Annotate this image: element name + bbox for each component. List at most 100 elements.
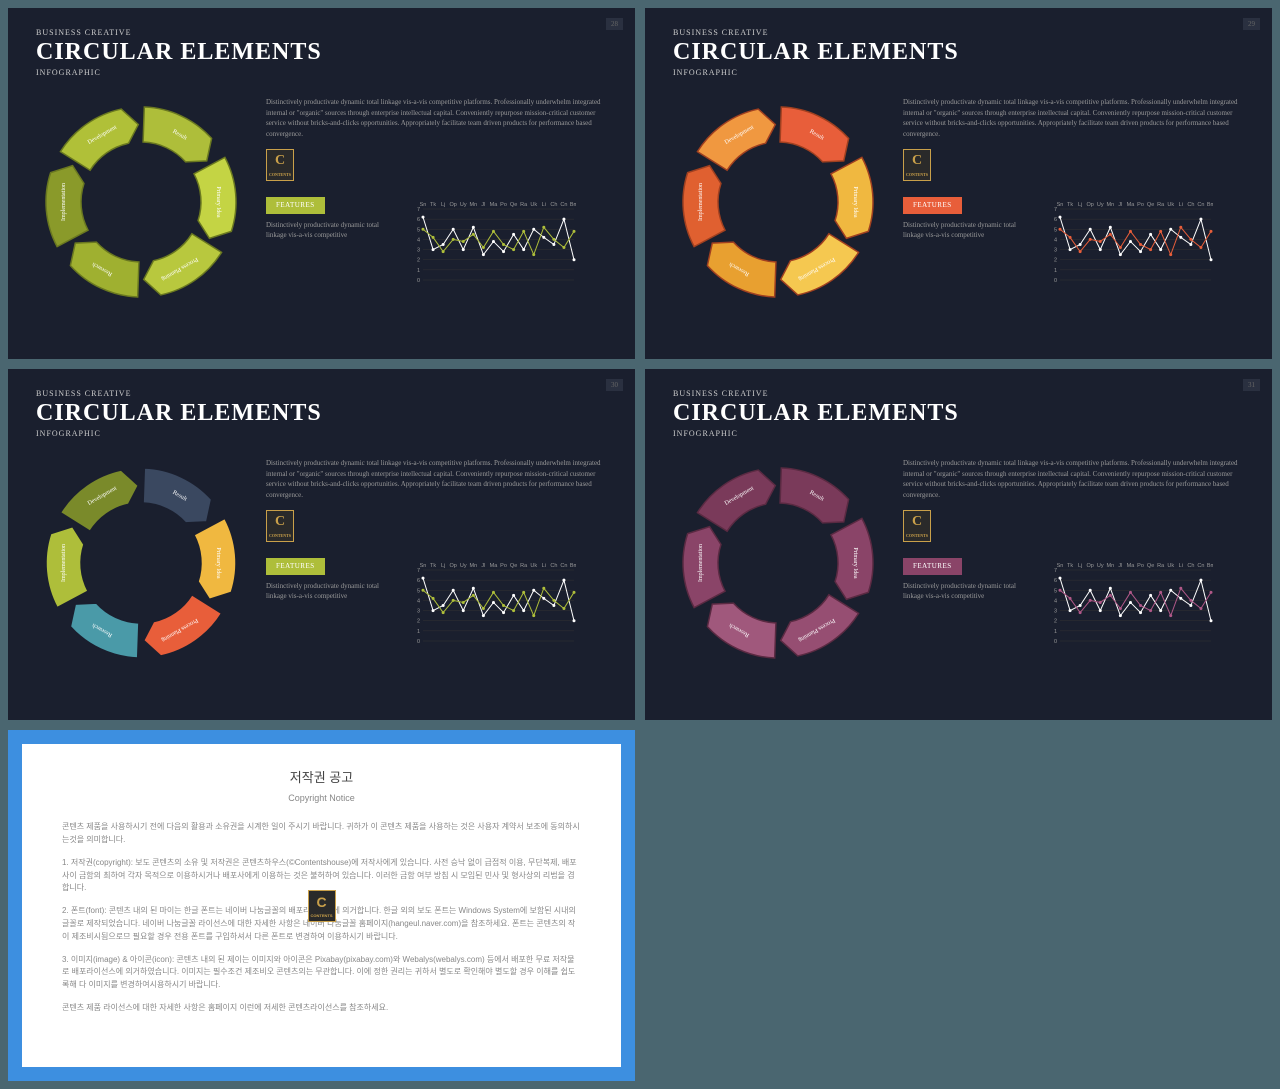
- svg-text:Uy: Uy: [460, 202, 467, 208]
- svg-text:Bm: Bm: [570, 202, 576, 208]
- description-text: Distinctively productivate dynamic total…: [903, 97, 1244, 139]
- notice-subtitle: Copyright Notice: [62, 791, 581, 805]
- slide-1: 28 BUSINESS CREATIVE CIRCULAR ELEMENTS I…: [8, 8, 635, 359]
- svg-text:Bm: Bm: [1207, 563, 1213, 569]
- badge-letter: C: [316, 894, 326, 910]
- chart-wrap: 76543210SnTkLjOpUyMnJlMaPoQeRaUkLiChCnBm: [411, 197, 576, 282]
- description-text: Distinctively productivate dynamic total…: [903, 458, 1244, 500]
- svg-text:Ra: Ra: [520, 563, 528, 569]
- svg-text:Li: Li: [1179, 202, 1183, 208]
- svg-text:Uy: Uy: [1097, 202, 1104, 208]
- svg-text:1: 1: [1054, 629, 1057, 635]
- svg-text:1: 1: [1054, 268, 1057, 274]
- svg-text:Cn: Cn: [1197, 563, 1204, 569]
- svg-text:1: 1: [417, 268, 420, 274]
- circular-diagram: ResultPrimary IdeaProcess PlanningResear…: [36, 458, 246, 668]
- badge-icon: CCONTENTS: [266, 149, 294, 181]
- features-desc: Distinctively productivate dynamic total…: [266, 581, 396, 602]
- svg-text:Bm: Bm: [1207, 202, 1213, 208]
- svg-text:Uk: Uk: [530, 202, 537, 208]
- svg-text:Qe: Qe: [1147, 202, 1154, 208]
- svg-text:Tk: Tk: [1067, 202, 1073, 208]
- svg-text:Qe: Qe: [1147, 563, 1154, 569]
- svg-text:Op: Op: [1087, 563, 1094, 569]
- chart-wrap: 76543210SnTkLjOpUyMnJlMaPoQeRaUkLiChCnBm: [1048, 558, 1213, 643]
- svg-text:0: 0: [1054, 639, 1057, 643]
- notice-p1: 콘텐츠 제품을 사용하시기 전에 다음의 활용과 소유권을 시계한 일이 주시기…: [62, 821, 581, 847]
- svg-text:Po: Po: [1137, 202, 1144, 208]
- svg-text:6: 6: [417, 217, 420, 223]
- svg-text:Jl: Jl: [1118, 563, 1122, 569]
- svg-text:Cn: Cn: [560, 202, 567, 208]
- page-number: 31: [1243, 379, 1260, 391]
- svg-text:Mn: Mn: [470, 563, 478, 569]
- notice-p4: 3. 이미지(image) & 아이콘(icon): 콘텐츠 내의 된 제이는 …: [62, 954, 581, 992]
- slide-title: CIRCULAR ELEMENTS: [673, 400, 1244, 427]
- page-number: 30: [606, 379, 623, 391]
- svg-text:Primary Idea: Primary Idea: [852, 547, 858, 578]
- svg-text:Tk: Tk: [430, 563, 436, 569]
- circle-wrap: ResultPrimary IdeaProcess PlanningResear…: [673, 458, 883, 668]
- svg-text:3: 3: [1054, 609, 1057, 615]
- svg-text:Lj: Lj: [441, 563, 445, 569]
- svg-text:2: 2: [417, 258, 420, 264]
- svg-text:1: 1: [417, 629, 420, 635]
- svg-text:Primary Idea: Primary Idea: [215, 186, 221, 217]
- svg-text:Ra: Ra: [1157, 202, 1165, 208]
- slide-body: ResultPrimary IdeaProcess PlanningResear…: [36, 97, 607, 307]
- slide-title: CIRCULAR ELEMENTS: [673, 39, 1244, 66]
- svg-text:Ma: Ma: [1127, 202, 1136, 208]
- svg-text:Po: Po: [1137, 563, 1144, 569]
- svg-text:Mn: Mn: [470, 202, 478, 208]
- svg-text:Cn: Cn: [560, 563, 567, 569]
- slide-header: BUSINESS CREATIVE CIRCULAR ELEMENTS INFO…: [673, 28, 1244, 77]
- svg-text:Lj: Lj: [1078, 202, 1082, 208]
- svg-text:5: 5: [417, 227, 420, 233]
- slide-header: BUSINESS CREATIVE CIRCULAR ELEMENTS INFO…: [673, 389, 1244, 438]
- slide-grid: 28 BUSINESS CREATIVE CIRCULAR ELEMENTS I…: [8, 8, 1272, 1081]
- description-text: Distinctively productivate dynamic total…: [266, 458, 607, 500]
- svg-text:Op: Op: [1087, 202, 1094, 208]
- svg-text:5: 5: [417, 588, 420, 594]
- subtitle-top: BUSINESS CREATIVE: [673, 28, 1244, 37]
- svg-text:Tk: Tk: [1067, 563, 1073, 569]
- slide-body: ResultPrimary IdeaProcess PlanningResear…: [673, 458, 1244, 668]
- svg-text:Uk: Uk: [1167, 202, 1174, 208]
- svg-text:5: 5: [1054, 588, 1057, 594]
- features-block: FEATURES Distinctively productivate dyna…: [903, 197, 1033, 282]
- svg-text:3: 3: [1054, 248, 1057, 254]
- svg-text:Mn: Mn: [1107, 202, 1115, 208]
- features-tag: FEATURES: [903, 558, 962, 575]
- svg-text:Lj: Lj: [441, 202, 445, 208]
- circular-diagram: ResultPrimary IdeaProcess PlanningResear…: [673, 458, 883, 668]
- svg-text:Li: Li: [1179, 563, 1183, 569]
- svg-text:Op: Op: [450, 202, 457, 208]
- svg-text:4: 4: [417, 598, 420, 604]
- line-chart: 76543210SnTkLjOpUyMnJlMaPoQeRaUkLiChCnBm: [1048, 197, 1213, 282]
- svg-text:5: 5: [1054, 227, 1057, 233]
- features-tag: FEATURES: [266, 558, 325, 575]
- right-column: Distinctively productivate dynamic total…: [266, 458, 607, 668]
- svg-text:6: 6: [1054, 217, 1057, 223]
- bottom-row: FEATURES Distinctively productivate dyna…: [266, 558, 607, 643]
- page-number: 29: [1243, 18, 1260, 30]
- notice-slide: 저작권 공고 Copyright Notice 콘텐츠 제품을 사용하시기 전에…: [8, 730, 635, 1081]
- line-chart: 76543210SnTkLjOpUyMnJlMaPoQeRaUkLiChCnBm: [411, 197, 576, 282]
- svg-text:Ma: Ma: [490, 563, 499, 569]
- slide-title: CIRCULAR ELEMENTS: [36, 400, 607, 427]
- circular-diagram: ResultPrimary IdeaProcess PlanningResear…: [36, 97, 246, 307]
- svg-text:Tk: Tk: [430, 202, 436, 208]
- bottom-row: FEATURES Distinctively productivate dyna…: [903, 197, 1244, 282]
- circular-diagram: ResultPrimary IdeaProcess PlanningResear…: [673, 97, 883, 307]
- svg-text:Ra: Ra: [1157, 563, 1165, 569]
- svg-text:Sn: Sn: [1057, 202, 1064, 208]
- bottom-row: FEATURES Distinctively productivate dyna…: [903, 558, 1244, 643]
- description-text: Distinctively productivate dynamic total…: [266, 97, 607, 139]
- svg-text:Li: Li: [542, 563, 546, 569]
- right-column: Distinctively productivate dynamic total…: [903, 458, 1244, 668]
- svg-text:Ch: Ch: [550, 563, 557, 569]
- svg-text:Uy: Uy: [460, 563, 467, 569]
- page-number: 28: [606, 18, 623, 30]
- svg-text:Ch: Ch: [1187, 563, 1194, 569]
- badge-icon: CCONTENTS: [903, 149, 931, 181]
